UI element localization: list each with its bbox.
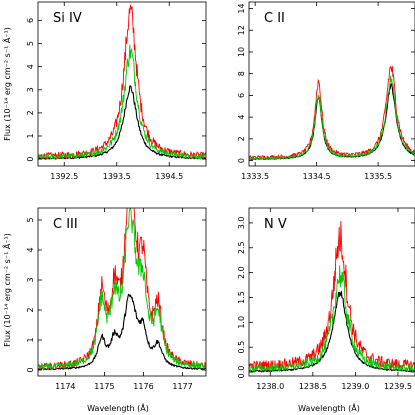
y-tick-label: 10: [237, 47, 246, 57]
y-tick-label: 3: [26, 87, 35, 92]
plot-frame: [248, 207, 415, 377]
y-tick-label: 5: [26, 41, 35, 46]
panel-title: N V: [264, 217, 287, 232]
y-tick-label: 6: [26, 18, 35, 23]
series-line-1: [249, 290, 415, 373]
y-tick-label: 3.0: [237, 217, 246, 230]
y-tick-label: 1.0: [237, 316, 246, 329]
y-tick-label: 4: [237, 115, 246, 120]
x-tick-label: 1239.0: [341, 382, 369, 391]
x-tick-label: 1176: [133, 382, 153, 391]
x-tick-label: 1335.5: [364, 172, 392, 181]
y-tick-label: 1: [26, 337, 35, 342]
y-tick-label: 0: [26, 367, 35, 372]
x-tick-label: 1392.5: [50, 172, 78, 181]
y-tick-label: 14: [237, 3, 246, 13]
series-group: [38, 208, 206, 371]
x-tick-label: 1239.5: [384, 382, 412, 391]
series-line-1: [38, 293, 206, 371]
y-tick-label: 0.0: [237, 366, 246, 379]
y-tick-label: 8: [237, 71, 246, 76]
x-tick-label: 1333.5: [241, 172, 269, 181]
plot-frame: [37, 207, 207, 377]
y-tick-label: 4: [26, 64, 35, 69]
y-tick-label: 12: [237, 25, 246, 35]
x-tick-label: 1238.0: [256, 382, 284, 391]
panel-3: 1174 1175 1176 1177 0 1 2 3 4 5 C III: [26, 207, 207, 391]
x-tick-label: 1394.5: [155, 172, 183, 181]
plot-frame: [37, 1, 207, 167]
plot-frame: [248, 1, 415, 167]
series-line-1: [38, 85, 206, 160]
panel-2: 1333.5 1334.5 1335.5 0 2 4 6 8 10 12 14 C II: [237, 1, 415, 181]
series-line-2: [249, 65, 415, 160]
series-group: [38, 4, 206, 160]
series-line-2: [38, 208, 206, 371]
panel-4: 1238.0 1238.5 1239.0 1239.5 0.0 0.5 1.0 1.5 2.0 2…: [237, 207, 415, 391]
x-tick-label: 1177: [172, 382, 192, 391]
x-tick-label: 1238.5: [299, 382, 327, 391]
x-tick-label: 1334.5: [303, 172, 331, 181]
y-tick-label: 0: [237, 158, 246, 163]
series-line-2: [249, 220, 415, 372]
y-tick-label: 2: [26, 110, 35, 115]
series-group: [249, 220, 415, 373]
y-tick-label: 4: [26, 247, 35, 252]
series-line-2: [38, 4, 206, 160]
x-tick-label: 1175: [94, 382, 114, 391]
panel-title: Si IV: [53, 11, 82, 26]
series-line-3: [249, 265, 415, 373]
y-tick-label: 3: [26, 277, 35, 282]
panel-title: C III: [53, 217, 78, 232]
y-tick-label: 1.5: [237, 291, 246, 304]
series-line-3: [38, 208, 206, 370]
y-axis-label-bottom: Flux (10⁻¹⁴ erg cm⁻² s⁻¹ Å⁻¹): [1, 233, 12, 347]
x-tick-label: 1393.5: [103, 172, 131, 181]
panel-1: 1392.5 1393.5 1394.5 0 1 2 3 4 5 6 Si IV: [26, 1, 207, 181]
y-tick-label: 2.5: [237, 241, 246, 254]
panel-title: C II: [264, 11, 285, 26]
y-tick-label: 2.0: [237, 266, 246, 279]
x-axis-label-left: Wavelength (Å): [87, 402, 149, 413]
x-tick-label: 1174: [55, 382, 75, 391]
y-tick-label: 5: [26, 217, 35, 222]
x-axis-label-right: Wavelength (Å): [298, 402, 360, 413]
y-tick-label: 0.5: [237, 341, 246, 354]
series-line-3: [249, 75, 415, 161]
y-axis-label-top: Flux (10⁻¹⁴ erg cm⁻² s⁻¹ Å⁻¹): [1, 27, 12, 141]
y-tick-label: 1: [26, 133, 35, 138]
y-tick-label: 2: [237, 136, 246, 141]
y-tick-label: 2: [26, 307, 35, 312]
series-group: [249, 65, 415, 161]
y-tick-label: 6: [237, 93, 246, 98]
series-line-3: [38, 44, 206, 160]
y-tick-label: 0: [26, 157, 35, 162]
